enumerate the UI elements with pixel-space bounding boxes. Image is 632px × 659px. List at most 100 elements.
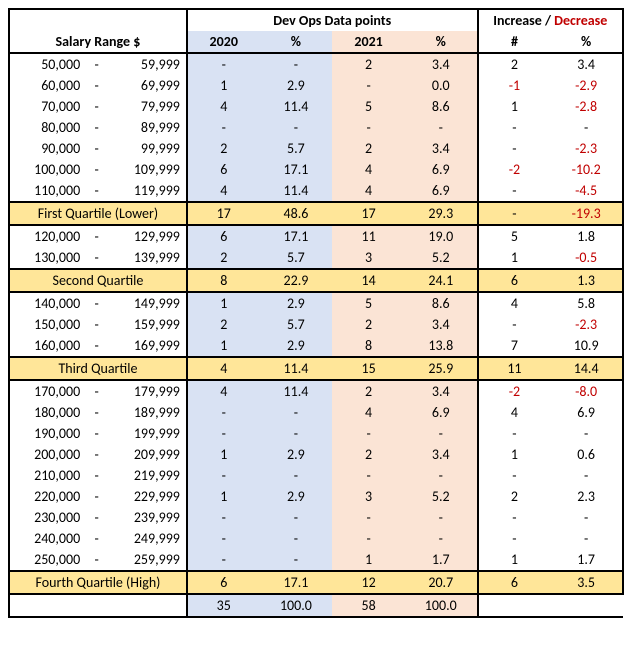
cell-delta-p: 1.7 (550, 549, 623, 571)
salary-high: 249,999 (109, 528, 187, 549)
salary-high: 209,999 (109, 444, 187, 465)
cell-delta-n: 6 (478, 571, 551, 594)
salary-high: 129,999 (109, 225, 187, 247)
cell-delta-p: -2.3 (550, 314, 623, 335)
cell-2021-n: 2 (332, 314, 405, 335)
cell-delta-n: - (478, 528, 551, 549)
salary-low: 60,000 (9, 75, 84, 96)
cell-delta-p: 10.9 (550, 335, 623, 357)
cell-2021-n: 15 (332, 357, 405, 380)
cell-delta-p: -8.0 (550, 380, 623, 402)
cell-2021-p: - (405, 117, 478, 138)
cell-delta-p: 6.9 (550, 402, 623, 423)
cell-2021-n: 3 (332, 486, 405, 507)
salary-high: 189,999 (109, 402, 187, 423)
header-row-1: Dev Ops Data points Increase / Decrease (9, 9, 623, 31)
salary-low: 70,000 (9, 96, 84, 117)
cell-delta-n: - (478, 465, 551, 486)
salary-high: 79,999 (109, 96, 187, 117)
salary-high: 149,999 (109, 292, 187, 314)
table-row: 160,000-169,99912.9813.8710.9 (9, 335, 623, 357)
cell-2021-p: 3.4 (405, 53, 478, 75)
cell-2020-n: - (187, 507, 260, 528)
cell-2021-p: 3.4 (405, 444, 478, 465)
cell-delta-n: 7 (478, 335, 551, 357)
salary-high: 179,999 (109, 380, 187, 402)
salary-high: 119,999 (109, 180, 187, 202)
cell-2020-p: - (260, 53, 333, 75)
cell-2020-n: - (187, 528, 260, 549)
increase-decrease-header: Increase / Decrease (478, 9, 623, 31)
cell-2020-p: - (260, 402, 333, 423)
cell-delta-n: 5 (478, 225, 551, 247)
quartile-label: Second Quartile (9, 269, 187, 292)
table-row: 150,000-159,99925.723.4--2.3 (9, 314, 623, 335)
salary-high: 239,999 (109, 507, 187, 528)
cell-2021-p: 6.9 (405, 159, 478, 180)
cell-2021-p: - (405, 507, 478, 528)
cell-2021-p: 20.7 (405, 571, 478, 594)
cell-2021-n: - (332, 117, 405, 138)
salary-high: 139,999 (109, 247, 187, 269)
cell-delta-p: -2.8 (550, 96, 623, 117)
cell-2020-n: 1 (187, 335, 260, 357)
cell-delta-n: 1 (478, 96, 551, 117)
salary-low: 160,000 (9, 335, 84, 357)
cell-2020-n: 4 (187, 357, 260, 380)
salary-low: 190,000 (9, 423, 84, 444)
table-row: 60,000-69,99912.9-0.0-1-2.9 (9, 75, 623, 96)
cell-2021-p: 3.4 (405, 314, 478, 335)
cell-2021-n: 2 (332, 138, 405, 159)
cell-2021-p: 5.2 (405, 486, 478, 507)
cell-2020-p: 5.7 (260, 138, 333, 159)
cell-2020-n: 17 (187, 202, 260, 225)
table-row: 220,000-229,99912.935.222.3 (9, 486, 623, 507)
cell-2021-p: 1.7 (405, 549, 478, 571)
salary-low: 80,000 (9, 117, 84, 138)
cell-2020-n: 1 (187, 75, 260, 96)
cell-2021-n: 3 (332, 247, 405, 269)
cell-2021-p: 25.9 (405, 357, 478, 380)
salary-dash: - (84, 159, 109, 180)
salary-high: 109,999 (109, 159, 187, 180)
salary-high: 59,999 (109, 53, 187, 75)
cell-2021-n: - (332, 75, 405, 96)
cell-delta-n: 4 (478, 292, 551, 314)
cell-2020-n: 4 (187, 96, 260, 117)
cell-2020-n: - (187, 117, 260, 138)
table-row: 110,000-119,999411.446.9--4.5 (9, 180, 623, 202)
cell-delta-p: -2.9 (550, 75, 623, 96)
quartile-label: First Quartile (Lower) (9, 202, 187, 225)
devops-header: Dev Ops Data points (187, 9, 478, 31)
col-inc-pct-header: % (550, 31, 623, 53)
cell-delta-n: 1 (478, 247, 551, 269)
cell-delta-p: -2.3 (550, 138, 623, 159)
cell-2021-p: 3.4 (405, 380, 478, 402)
cell-2021-n: - (332, 507, 405, 528)
table-row: 170,000-179,999411.423.4-2-8.0 (9, 380, 623, 402)
cell-2021-n: 5 (332, 96, 405, 117)
cell-delta-p: 1.3 (550, 269, 623, 292)
total-2020-p: 100.0 (260, 594, 333, 617)
col-inc-num-header: # (478, 31, 551, 53)
salary-dash: - (84, 292, 109, 314)
cell-2020-p: - (260, 117, 333, 138)
table-row: 180,000-189,999--46.946.9 (9, 402, 623, 423)
salary-low: 110,000 (9, 180, 84, 202)
quartile-row: Fourth Quartile (High)617.11220.763.5 (9, 571, 623, 594)
cell-2021-n: 2 (332, 444, 405, 465)
header-row-2: Salary Range $ 2020 % 2021 % # % (9, 31, 623, 53)
cell-2021-n: - (332, 465, 405, 486)
salary-low: 250,000 (9, 549, 84, 571)
cell-2020-p: - (260, 465, 333, 486)
salary-dash: - (84, 314, 109, 335)
cell-delta-p: - (550, 117, 623, 138)
cell-2020-p: 11.4 (260, 96, 333, 117)
cell-2021-n: 8 (332, 335, 405, 357)
salary-dash: - (84, 423, 109, 444)
cell-2020-n: 2 (187, 247, 260, 269)
salary-low: 50,000 (9, 53, 84, 75)
quartile-row: First Quartile (Lower)1748.61729.3--19.3 (9, 202, 623, 225)
salary-high: 199,999 (109, 423, 187, 444)
salary-low: 140,000 (9, 292, 84, 314)
